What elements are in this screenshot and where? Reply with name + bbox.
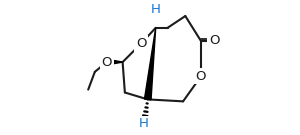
Polygon shape	[107, 59, 123, 65]
Polygon shape	[145, 28, 156, 100]
Text: H: H	[151, 3, 160, 16]
Text: O: O	[209, 34, 219, 47]
Text: O: O	[136, 37, 146, 50]
Text: O: O	[101, 56, 112, 69]
Text: H: H	[139, 117, 149, 130]
Text: O: O	[195, 70, 206, 83]
